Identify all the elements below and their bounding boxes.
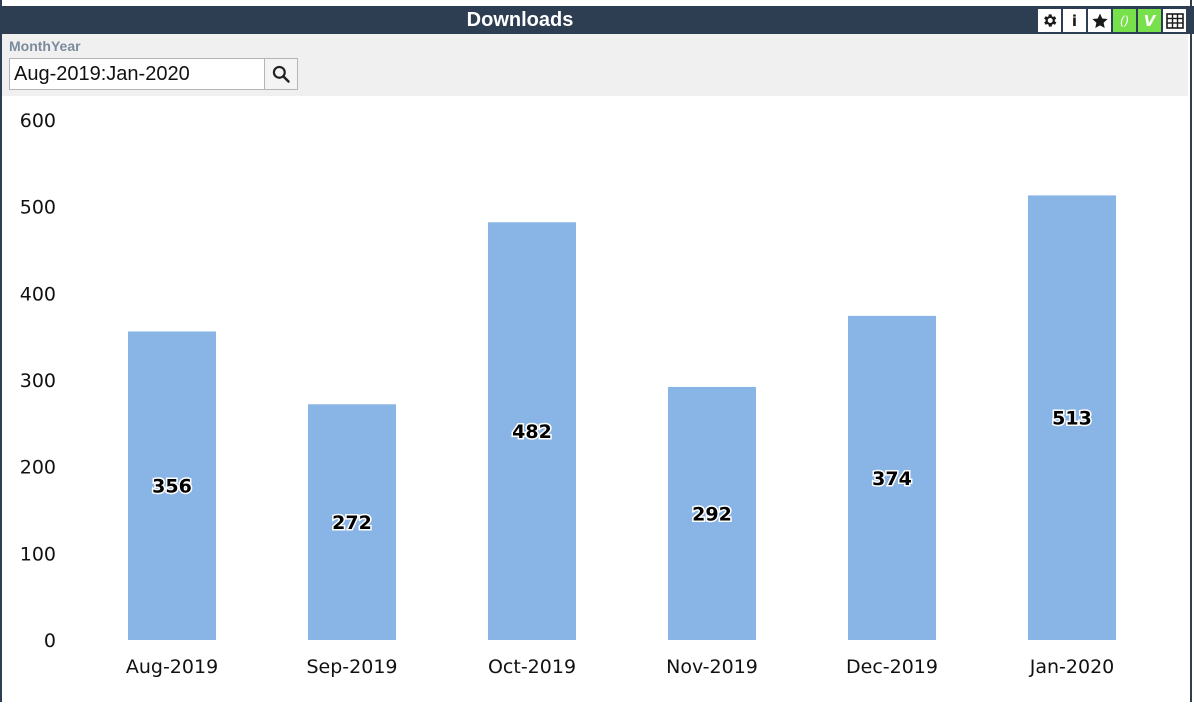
info-button[interactable]: i	[1063, 9, 1086, 32]
toolbar-buttons: i () V	[1038, 9, 1186, 32]
table-button[interactable]	[1163, 9, 1186, 32]
x-tick-label: Jan-2020	[1029, 656, 1115, 678]
y-tick-label: 200	[20, 457, 56, 479]
month-year-input[interactable]	[9, 58, 264, 90]
filter-search-button[interactable]	[264, 58, 298, 90]
v-button[interactable]: V	[1138, 9, 1161, 32]
window-title: Downloads	[466, 9, 574, 31]
y-tick-label: 600	[20, 110, 56, 132]
y-tick-label: 500	[20, 197, 56, 219]
info-label: i	[1071, 11, 1078, 30]
braces-label: ()	[1119, 13, 1130, 28]
bar[interactable]	[308, 404, 396, 640]
bar-value-label: 482	[512, 421, 552, 443]
bar-value-label: 272	[332, 512, 372, 534]
table-icon	[1165, 12, 1184, 29]
bar-value-label: 374	[872, 468, 912, 490]
bar[interactable]	[128, 331, 216, 640]
bar[interactable]	[668, 386, 756, 640]
y-tick-label: 400	[20, 283, 56, 305]
bar-value-label: 513	[1052, 408, 1092, 430]
bar-value-label: 292	[692, 503, 732, 525]
bar-chart: 0 100 200 300 400 500 600 356 Aug-2019 272 Sep-201…	[20, 110, 1116, 678]
bar-value-label: 356	[152, 476, 192, 498]
bar[interactable]	[488, 222, 576, 640]
braces-button[interactable]: ()	[1113, 9, 1136, 32]
settings-button[interactable]	[1038, 9, 1061, 32]
bar[interactable]	[1028, 195, 1116, 640]
y-tick-label: 0	[44, 630, 56, 652]
chart-area: 0 100 200 300 400 500 600 356 Aug-2019 272 Sep-201…	[2, 96, 1188, 705]
filter-label: MonthYear	[9, 38, 81, 54]
title-bar: Downloads i () V	[0, 6, 1194, 34]
x-tick-label: Nov-2019	[666, 656, 758, 678]
gear-icon	[1044, 14, 1057, 27]
bar[interactable]	[848, 315, 936, 640]
x-tick-label: Dec-2019	[846, 656, 938, 678]
y-tick-label: 300	[20, 370, 56, 392]
search-icon	[272, 65, 290, 83]
favorite-button[interactable]	[1088, 9, 1111, 32]
star-icon	[1091, 13, 1108, 28]
x-tick-label: Sep-2019	[306, 656, 397, 678]
x-tick-label: Aug-2019	[126, 656, 218, 678]
filter-bar: MonthYear	[2, 34, 1188, 96]
v-label: V	[1143, 11, 1156, 30]
y-tick-label: 100	[20, 543, 56, 565]
x-tick-label: Oct-2019	[488, 656, 576, 678]
